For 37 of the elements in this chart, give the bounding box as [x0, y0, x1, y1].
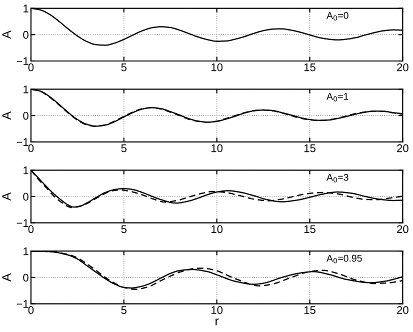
x-tick-label: 15 [304, 306, 316, 314]
y-tick-label: −1 [16, 138, 28, 146]
x-tick-label: 5 [121, 306, 127, 314]
x-tick-label: 20 [397, 306, 408, 314]
y-tick-label: 0 [23, 274, 28, 282]
x-tick-label: 15 [304, 144, 316, 152]
y-tick-label: −1 [16, 219, 28, 227]
y-axis-title: A [2, 30, 11, 39]
y-axis-title: A [2, 192, 11, 201]
y-tick-label: 1 [24, 166, 28, 174]
x-tick-label: 5 [121, 63, 127, 72]
y-tick-label: 0 [23, 30, 28, 39]
y-tick-label: −1 [16, 57, 28, 66]
annotation: A$_{0}$=0 [326, 12, 348, 21]
y-tick-label: −1 [16, 300, 28, 308]
x-tick-label: 20 [397, 225, 408, 234]
x-tick-label: 10 [211, 225, 223, 234]
x-tick-label: 20 [397, 144, 408, 152]
y-tick-label: 1 [24, 247, 28, 256]
x-tick-label: 10 [211, 306, 223, 314]
y-tick-label: 0 [23, 112, 28, 120]
x-tick-label: 5 [121, 225, 127, 234]
annotation: A$_{0}$=3 [326, 174, 348, 182]
x-tick-label: 10 [211, 144, 223, 152]
annotation: A$_{0}$=0.95 [326, 254, 362, 264]
x-axis-title: r [216, 318, 219, 326]
y-tick-label: 1 [24, 4, 28, 12]
y-axis-title: A [2, 273, 11, 282]
x-tick-label: 15 [304, 63, 316, 72]
y-axis-title: A [2, 111, 11, 120]
y-tick-label: 0 [23, 192, 28, 201]
y-tick-label: 1 [24, 86, 28, 94]
annotation: A$_{0}$=1 [326, 93, 348, 102]
x-tick-label: 10 [211, 63, 223, 72]
x-tick-label: 15 [304, 225, 316, 234]
x-tick-label: 5 [121, 144, 127, 152]
x-tick-label: 20 [397, 63, 408, 72]
